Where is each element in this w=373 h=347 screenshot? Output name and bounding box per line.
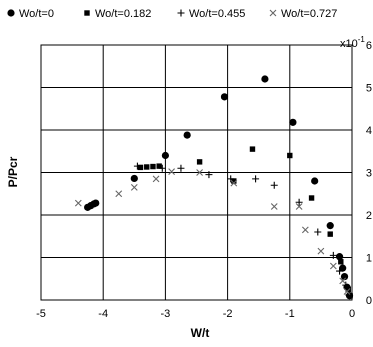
data-point (295, 203, 303, 210)
data-point (301, 226, 309, 234)
data-point (339, 264, 347, 272)
data-point (196, 159, 203, 165)
y-tick-label: 0 (366, 295, 372, 307)
data-point (345, 291, 353, 299)
data-point (314, 228, 322, 236)
legend-item: Wo/t=0.727 (269, 8, 337, 20)
data-point (270, 181, 278, 189)
data-point (308, 195, 315, 201)
data-point (220, 93, 229, 101)
data-point (338, 259, 344, 265)
legend-label: Wo/t=0.727 (281, 8, 337, 20)
data-point (177, 164, 185, 172)
data-point (230, 179, 238, 187)
legend-label: Wo/t=0.182 (95, 8, 151, 20)
legend-item: Wo/t=0.182 (84, 8, 151, 20)
series-3 (133, 162, 353, 299)
data-point (227, 175, 235, 183)
data-point (261, 75, 269, 83)
y-multiplier-label: x10-1 (340, 35, 365, 50)
data-point (205, 171, 213, 179)
data-point (345, 286, 351, 293)
x-tick-label: -1 (285, 308, 295, 320)
x-tick-label: 0 (349, 308, 355, 320)
legend-item: Wo/t=0.455 (177, 8, 245, 20)
y-tick-label: 2 (366, 210, 372, 222)
data-point (115, 190, 123, 198)
x-tick-label: -5 (36, 308, 46, 320)
legend-marker (7, 9, 15, 17)
legend-marker (269, 9, 277, 17)
data-point (158, 164, 166, 172)
data-point (329, 251, 337, 259)
y-multiplier-exponent: -1 (358, 35, 366, 44)
grid (41, 45, 352, 300)
data-point (133, 162, 141, 170)
data-points (74, 75, 354, 300)
data-point (231, 178, 237, 184)
x-tick-label: -2 (223, 308, 233, 320)
data-point (335, 253, 344, 261)
data-point (137, 164, 144, 171)
data-point (326, 222, 334, 230)
x-tick-label: -4 (98, 308, 108, 320)
y-tick-label: 6 (366, 40, 372, 52)
data-point (168, 168, 176, 176)
y-multiplier-base: x10 (340, 38, 358, 50)
legend-label: Wo/t=0.455 (189, 8, 245, 20)
data-point (287, 152, 293, 159)
data-point (327, 231, 333, 237)
data-point (343, 288, 351, 295)
series-2 (137, 146, 353, 299)
data-point (152, 175, 160, 183)
data-point (341, 273, 348, 280)
y-axis-title: P/Pcr (6, 156, 20, 187)
data-point (289, 118, 297, 126)
series-4 (74, 168, 351, 295)
legend-label: Wo/t=0 (19, 8, 54, 20)
y-tick-label: 3 (366, 168, 372, 180)
data-point (311, 177, 319, 185)
data-point (150, 163, 156, 170)
legend-item: Wo/t=0 (7, 8, 54, 20)
data-point (295, 198, 303, 206)
data-point (161, 151, 169, 160)
y-tick-label: 5 (366, 83, 372, 95)
legend-marker (177, 9, 185, 17)
data-point (347, 293, 353, 299)
data-point (144, 164, 150, 170)
data-point (74, 199, 82, 207)
data-point (339, 277, 347, 285)
data-point (317, 247, 325, 255)
data-point (252, 175, 260, 183)
data-point (336, 267, 344, 275)
data-point (183, 131, 191, 139)
y-tick-label: 4 (366, 125, 372, 137)
data-point (92, 199, 100, 207)
data-point (156, 163, 162, 169)
data-point (329, 262, 337, 270)
x-tick-label: -3 (161, 308, 171, 320)
x-axis-title: W/t (191, 326, 210, 340)
y-tick-label: 1 (366, 253, 372, 265)
legend: Wo/t=0 Wo/t=0.182 Wo/t=0.455 Wo/t=0.727 (7, 8, 337, 20)
data-point (342, 281, 350, 289)
data-point (196, 169, 203, 176)
data-point (130, 183, 138, 191)
data-point (249, 146, 256, 152)
data-point (130, 174, 138, 183)
tick-labels: -5 -4 -3 -2 -1 00 1 2 3 4 5 6 (36, 40, 372, 320)
data-point (270, 203, 278, 210)
legend-marker (84, 10, 90, 16)
